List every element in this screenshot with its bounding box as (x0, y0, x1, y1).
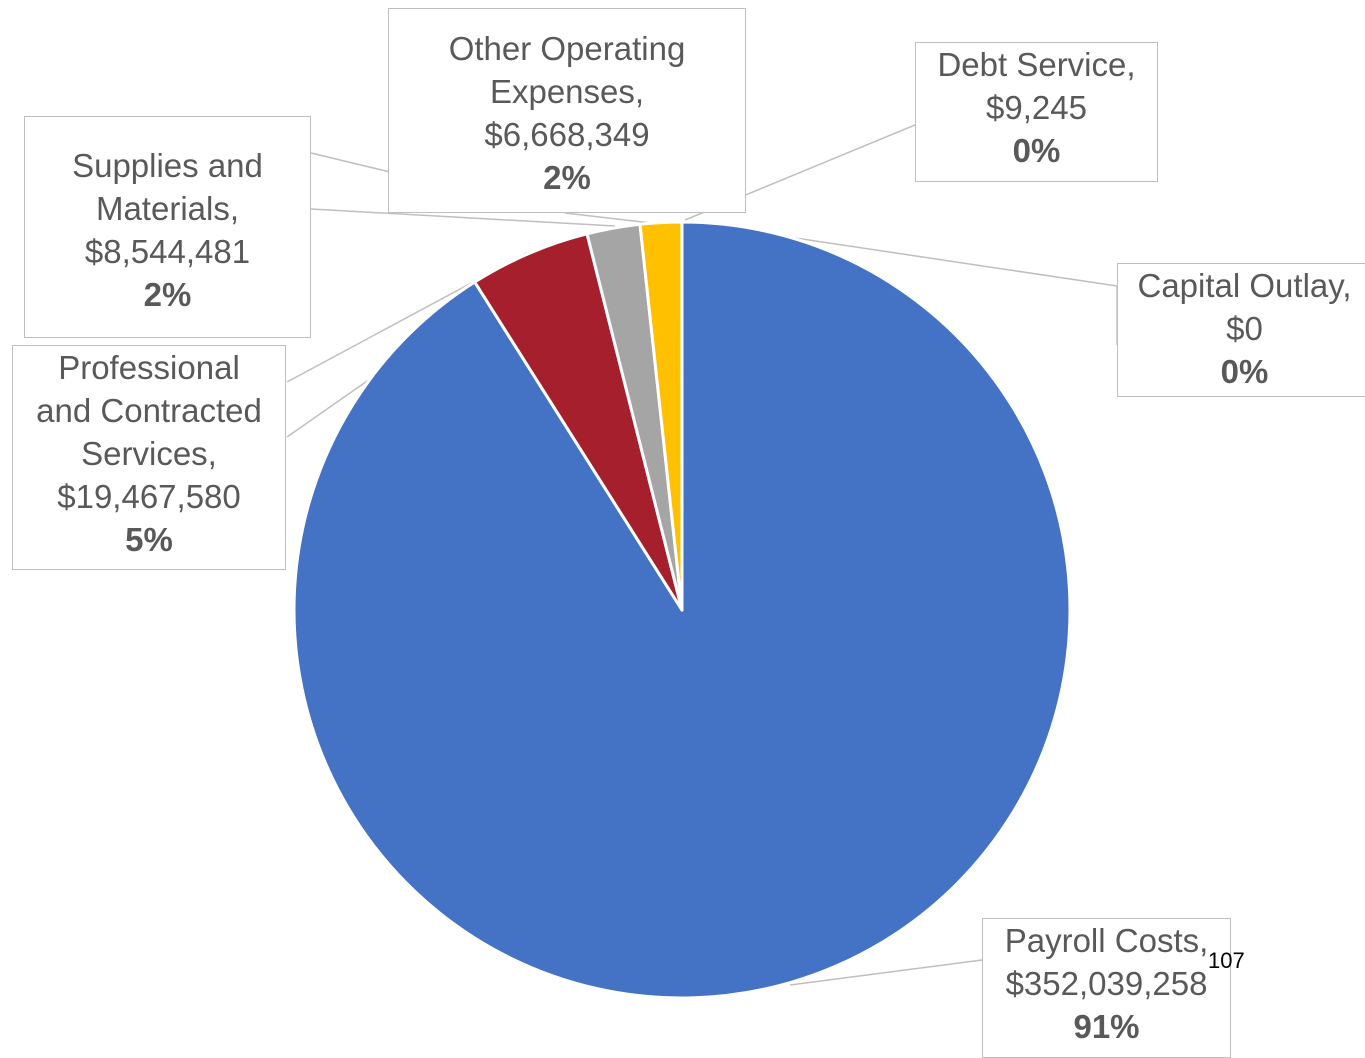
label-debt-category: Debt Service, (916, 43, 1157, 86)
label-supplies-percent: 2% (25, 273, 310, 316)
label-payroll-category: Payroll Costs, (983, 919, 1230, 962)
label-supplies-value: $8,544,481 (25, 230, 310, 273)
pie-slices (294, 222, 1070, 998)
label-supplies: Supplies and Materials, $8,544,481 2% (24, 116, 311, 338)
label-debt-value: $9,245 (916, 86, 1157, 129)
label-supplies-line1: Supplies and (25, 144, 310, 187)
label-professional-line1: Professional (13, 346, 285, 389)
label-other-percent: 2% (389, 156, 745, 199)
label-other-line2: Expenses, (389, 70, 745, 113)
label-other-value: $6,668,349 (389, 113, 745, 156)
label-capital-percent: 0% (1118, 350, 1365, 393)
label-professional-line2: and Contracted (13, 389, 285, 432)
label-payroll-percent: 91% (983, 1005, 1230, 1048)
label-capital-value: $0 (1118, 307, 1365, 350)
label-professional: Professional and Contracted Services, $1… (12, 345, 286, 570)
label-professional-percent: 5% (13, 518, 285, 561)
label-other: Other Operating Expenses, $6,668,349 2% (388, 8, 746, 213)
label-payroll: Payroll Costs, $352,039,258 91% (982, 918, 1231, 1058)
page-number: 107 (1208, 948, 1245, 974)
label-capital: Capital Outlay, $0 0% (1117, 263, 1365, 397)
label-professional-value: $19,467,580 (13, 475, 285, 518)
label-other-line1: Other Operating (389, 27, 745, 70)
label-payroll-value: $352,039,258 (983, 962, 1230, 1005)
leader-other (311, 153, 390, 172)
label-supplies-line2: Materials, (25, 187, 310, 230)
label-capital-category: Capital Outlay, (1118, 264, 1365, 307)
label-professional-line3: Services, (13, 432, 285, 475)
label-debt: Debt Service, $9,245 0% (915, 42, 1158, 182)
label-debt-percent: 0% (916, 129, 1157, 172)
